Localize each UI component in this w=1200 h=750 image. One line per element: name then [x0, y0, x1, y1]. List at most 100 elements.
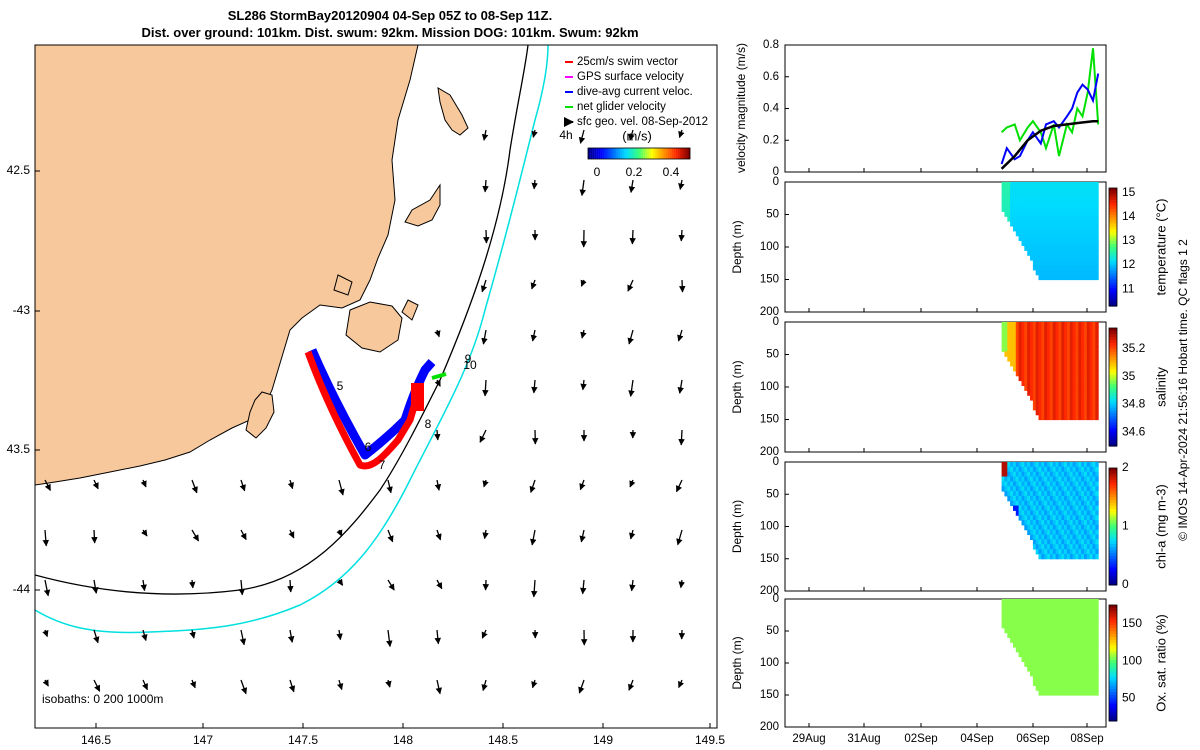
- heatmap-cell: [1013, 627, 1017, 634]
- time-tick-label: 04Sep: [960, 733, 993, 745]
- heatmap-cell: [1095, 196, 1099, 203]
- sfc-geo-vel-arrow: [434, 429, 441, 441]
- colorbar-cell: [1109, 345, 1117, 350]
- heatmap-cell: [1092, 225, 1096, 232]
- heatmap-cell: [1095, 515, 1099, 521]
- sfc-geo-vel-arrow: [238, 579, 246, 596]
- heatmap-cell: [1072, 680, 1076, 686]
- heatmap-cell: [1078, 471, 1082, 478]
- heatmap-cell: [1086, 264, 1091, 271]
- sfc-geo-vel-arrow: [43, 579, 51, 597]
- heatmap-cell: [1044, 274, 1048, 281]
- heatmap-cell: [1078, 642, 1082, 648]
- colorbar-cell: [1109, 532, 1117, 536]
- heatmap-cell: [1015, 486, 1020, 492]
- heatmap-cell: [1030, 331, 1034, 338]
- sfc-geo-vel-arrow: [338, 479, 345, 496]
- heatmap-cell: [1041, 675, 1045, 682]
- heatmap-cell: [1052, 549, 1057, 555]
- heatmap-cell: [1058, 250, 1062, 256]
- heatmap-cell: [1041, 211, 1045, 217]
- legend-entry: net glider velocity: [577, 101, 666, 113]
- heatmap-cell: [1086, 336, 1091, 343]
- sfc-geo-vel-arrow: [530, 529, 537, 546]
- colorbar-cell: [1109, 642, 1117, 647]
- heatmap-cell: [1069, 623, 1074, 629]
- heatmap-cell: [1047, 495, 1051, 502]
- heatmap-cell: [1024, 505, 1028, 511]
- heatmap-cell: [1072, 206, 1076, 212]
- heatmap-cell: [1078, 661, 1082, 667]
- heatmap-cell: [1058, 341, 1062, 347]
- heatmap-cell: [1015, 196, 1020, 203]
- heatmap-cell: [1066, 341, 1071, 347]
- heatmap-cell: [1044, 395, 1048, 401]
- heatmap-cell: [1092, 466, 1096, 473]
- colorbar-cell: [1109, 294, 1117, 298]
- heatmap-cell: [1075, 269, 1079, 276]
- heatmap-cell: [1072, 341, 1076, 347]
- colorbar-tick-label: 35.2: [1122, 341, 1146, 355]
- heatmap-cell: [1055, 191, 1059, 198]
- heatmap-cell: [1032, 462, 1037, 468]
- map-colorbar-cell: [622, 148, 625, 159]
- heatmap-cell: [1027, 230, 1031, 237]
- heatmap-cell: [1086, 269, 1091, 276]
- heatmap-cell: [1035, 627, 1040, 634]
- velocity-ytick-label: 0.8: [763, 39, 779, 51]
- heatmap-cell: [1018, 365, 1022, 372]
- heatmap-cell: [1047, 269, 1051, 276]
- heatmap-cell: [1089, 380, 1094, 386]
- heatmap-cell: [1075, 341, 1079, 347]
- heatmap-cell: [1086, 515, 1091, 521]
- heatmap-cell: [1078, 690, 1082, 696]
- heatmap-cell: [1078, 462, 1082, 468]
- heatmap-cell: [1032, 346, 1037, 352]
- heatmap-cell: [1015, 632, 1020, 638]
- sfc-geo-vel-arrow: [239, 629, 247, 646]
- heatmap-cell: [1069, 341, 1074, 347]
- heatmap-cell: [1007, 481, 1011, 487]
- heatmap-cell: [1061, 642, 1065, 648]
- heatmap-cell: [1092, 414, 1096, 421]
- heatmap-cell: [1041, 230, 1045, 237]
- sfc-geo-vel-arrow: [531, 679, 538, 689]
- depth-ylabel: Depth (m): [730, 636, 744, 689]
- track-label: 10: [463, 358, 477, 372]
- heatmap-cell: [1030, 520, 1034, 526]
- heatmap-cell: [1027, 201, 1031, 207]
- heatmap-cell: [1086, 539, 1091, 545]
- heatmap-cell: [1072, 385, 1076, 391]
- heatmap-cell: [1095, 675, 1099, 682]
- lon-tick-label: 148.5: [488, 733, 518, 747]
- heatmap-cell: [1030, 599, 1034, 605]
- heatmap-cell: [1072, 553, 1076, 560]
- heatmap-cell: [1027, 336, 1031, 343]
- sfc-geo-vel-arrow: [140, 579, 147, 592]
- heatmap-cell: [1086, 637, 1091, 643]
- colorbar-cell: [1109, 616, 1117, 620]
- heatmap-cell: [1024, 651, 1028, 658]
- heatmap-cell: [1007, 206, 1011, 212]
- colorbar-cell: [1109, 535, 1117, 539]
- heatmap-cell: [1072, 414, 1076, 421]
- heatmap-cell: [1035, 336, 1040, 343]
- heatmap-cell: [1078, 529, 1082, 536]
- colorbar-cell: [1109, 375, 1117, 379]
- heatmap-cell: [1052, 505, 1057, 511]
- heatmap-cell: [1095, 671, 1099, 677]
- heatmap-cell: [1089, 341, 1094, 347]
- colorbar-tick-label: 100: [1122, 653, 1142, 667]
- heatmap-cell: [1058, 495, 1062, 502]
- heatmap-cell: [1064, 623, 1068, 629]
- heatmap-cell: [1038, 491, 1042, 497]
- heatmap-cell: [1032, 476, 1037, 482]
- heatmap-cell: [1072, 656, 1076, 662]
- track-label: 6: [365, 440, 372, 454]
- heatmap-cell: [1058, 618, 1062, 624]
- heatmap-cell: [1092, 351, 1096, 357]
- sfc-geo-vel-arrow: [287, 579, 294, 593]
- heatmap-cell: [1089, 196, 1094, 203]
- isobath-label: isobaths: 0 200 1000m: [42, 692, 163, 706]
- heatmap-cell: [1041, 269, 1045, 276]
